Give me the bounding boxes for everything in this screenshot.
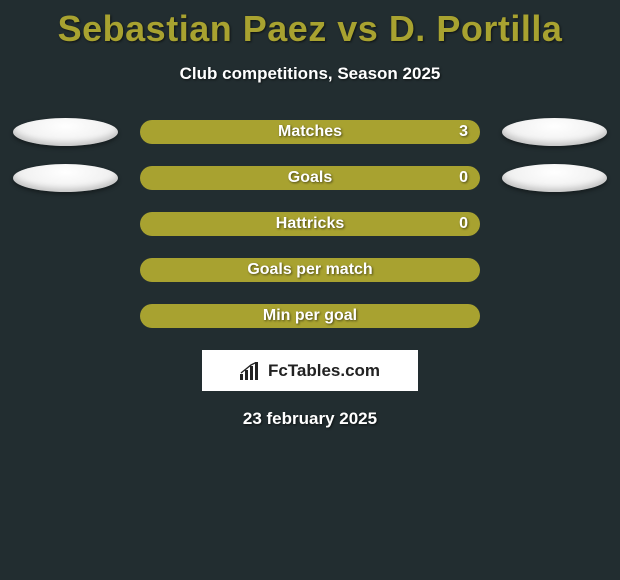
- brand-text: FcTables.com: [268, 361, 380, 381]
- stat-bar-matches: Matches 3: [140, 120, 480, 144]
- comparison-rows: Matches 3 Goals 0 Hattricks 0 Goals per …: [0, 120, 620, 328]
- stat-row: Min per goal: [0, 304, 620, 328]
- player-right-avatar: [502, 118, 607, 146]
- stat-bar-goals-per-match: Goals per match: [140, 258, 480, 282]
- stat-row: Goals 0: [0, 166, 620, 190]
- player-right-avatar: [502, 164, 607, 192]
- stat-bar-hattricks: Hattricks 0: [140, 212, 480, 236]
- stat-label: Matches: [278, 123, 342, 141]
- stat-value: 0: [459, 169, 468, 187]
- bar-chart-icon: [240, 362, 262, 380]
- stat-row: Matches 3: [0, 120, 620, 144]
- stat-bar-min-per-goal: Min per goal: [140, 304, 480, 328]
- date-label: 23 february 2025: [0, 409, 620, 429]
- brand-badge: FcTables.com: [202, 350, 418, 391]
- stat-bar-goals: Goals 0: [140, 166, 480, 190]
- subtitle: Club competitions, Season 2025: [0, 64, 620, 84]
- stat-label: Goals per match: [247, 261, 372, 279]
- player-left-avatar: [13, 118, 118, 146]
- stat-label: Goals: [288, 169, 332, 187]
- player-left-avatar: [13, 164, 118, 192]
- stat-label: Hattricks: [276, 215, 344, 233]
- stat-label: Min per goal: [263, 307, 357, 325]
- stat-value: 3: [459, 123, 468, 141]
- stat-value: 0: [459, 215, 468, 233]
- stat-row: Goals per match: [0, 258, 620, 282]
- page-title: Sebastian Paez vs D. Portilla: [0, 0, 620, 50]
- stat-row: Hattricks 0: [0, 212, 620, 236]
